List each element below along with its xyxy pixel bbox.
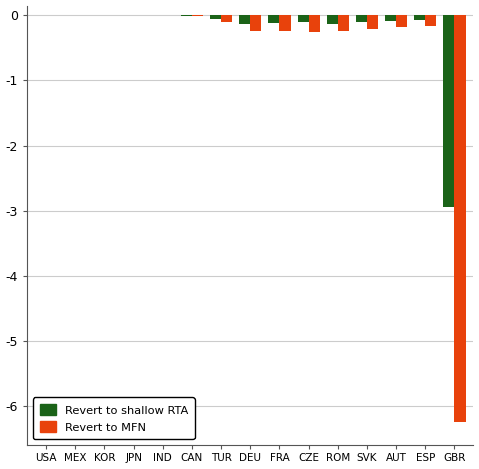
- Bar: [455, 15, 466, 422]
- Bar: [338, 15, 349, 31]
- Bar: [414, 15, 425, 20]
- Bar: [308, 15, 319, 32]
- Bar: [444, 15, 455, 207]
- Bar: [327, 15, 338, 24]
- Bar: [221, 15, 232, 22]
- Bar: [297, 15, 308, 23]
- Bar: [192, 15, 203, 16]
- Bar: [210, 15, 221, 19]
- Bar: [268, 15, 279, 23]
- Bar: [396, 15, 407, 27]
- Bar: [239, 15, 250, 24]
- Bar: [385, 15, 396, 21]
- Bar: [250, 15, 262, 31]
- Bar: [279, 15, 291, 31]
- Bar: [181, 15, 192, 16]
- Legend: Revert to shallow RTA, Revert to MFN: Revert to shallow RTA, Revert to MFN: [33, 397, 195, 439]
- Bar: [425, 15, 436, 26]
- Bar: [356, 15, 367, 22]
- Bar: [367, 15, 378, 29]
